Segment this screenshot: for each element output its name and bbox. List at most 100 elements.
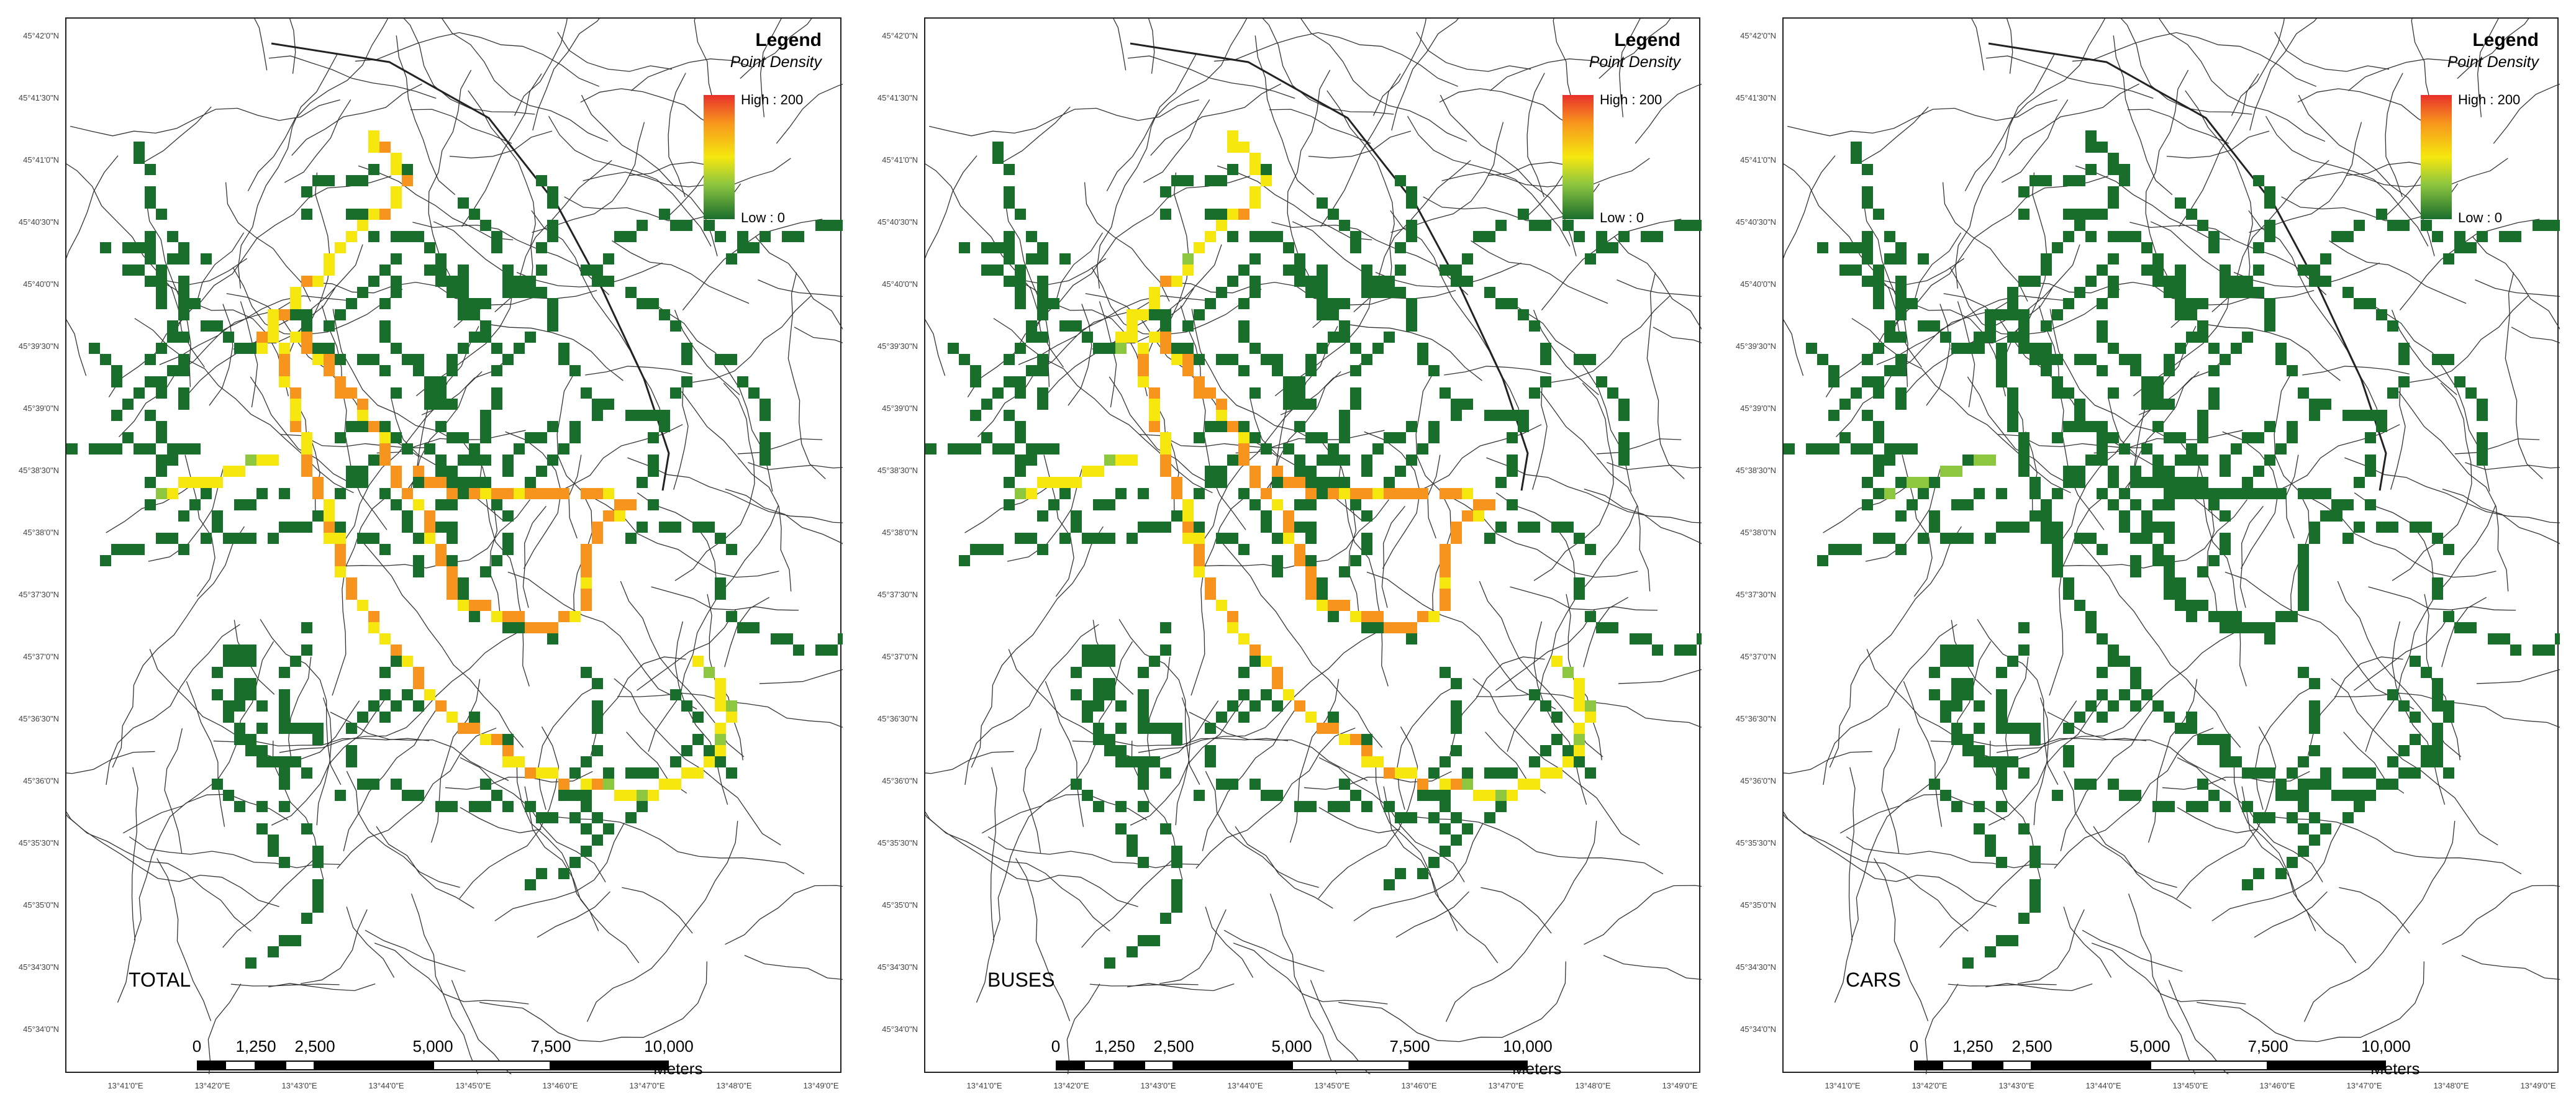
density-cell — [2309, 410, 2320, 421]
density-cell — [1328, 488, 1339, 499]
density-cell — [234, 499, 245, 510]
density-cell — [547, 767, 558, 779]
density-cell — [1462, 823, 1473, 834]
density-cell — [1951, 466, 1962, 477]
density-cell — [502, 533, 514, 544]
density-cell — [1951, 678, 1962, 689]
density-cell — [1862, 443, 1873, 454]
density-cell — [1384, 622, 1395, 633]
density-cell — [435, 253, 447, 265]
density-cell — [1540, 220, 1551, 231]
density-cell — [1261, 231, 1272, 242]
panel-label: TOTAL — [129, 969, 191, 991]
density-cell — [1473, 499, 1484, 510]
density-cell — [458, 298, 469, 309]
density-cell — [1507, 466, 1518, 477]
density-cell — [1428, 857, 1440, 868]
density-cell — [357, 477, 368, 488]
road-line — [233, 172, 330, 350]
density-cell — [1873, 466, 1884, 477]
density-cell — [447, 287, 458, 298]
density-cell — [424, 522, 435, 533]
density-cell — [737, 622, 748, 633]
density-cell — [1350, 555, 1361, 566]
density-cell — [1895, 477, 1907, 488]
density-cells — [1784, 130, 2560, 969]
latitude-label: 45°34'30"N — [877, 962, 918, 972]
density-cell — [1574, 577, 1585, 589]
density-cell — [435, 466, 447, 477]
legend-subtitle: Point Density — [1589, 53, 1680, 71]
density-cell — [514, 488, 525, 499]
road-line — [725, 489, 843, 545]
density-cell — [502, 287, 514, 298]
density-cell — [1440, 801, 1451, 812]
density-cell — [290, 399, 301, 410]
density-cell — [346, 723, 357, 734]
density-cell — [1985, 332, 1996, 343]
density-cell — [1940, 712, 1951, 723]
density-cell — [648, 454, 659, 466]
road-line — [744, 954, 843, 980]
density-cell — [2220, 454, 2231, 466]
road-line — [1874, 857, 1929, 1021]
road-line — [2442, 489, 2560, 545]
density-cell — [1205, 387, 1216, 399]
density-cell — [1294, 477, 1305, 488]
density-cell — [1484, 287, 1495, 298]
density-cell — [2018, 209, 2030, 220]
density-cell — [480, 410, 491, 421]
density-cell — [435, 399, 447, 410]
density-cell — [1384, 287, 1395, 298]
density-cell — [1596, 242, 1607, 253]
density-cell — [715, 533, 726, 544]
density-cell — [1305, 589, 1317, 600]
road-line — [1613, 236, 1702, 330]
density-cell — [771, 633, 782, 644]
density-cell — [245, 454, 256, 466]
density-cell — [1974, 723, 1985, 734]
road-line — [1043, 454, 1074, 597]
density-cell — [581, 544, 592, 555]
density-cell — [2499, 633, 2510, 644]
road-line — [1784, 751, 1872, 774]
road-line — [928, 99, 1199, 137]
density-cell — [480, 432, 491, 443]
density-cell — [1361, 611, 1372, 622]
density-cell — [2398, 354, 2410, 365]
density-cell — [1350, 365, 1361, 376]
density-cell — [435, 700, 447, 712]
legend-high-label: High : 200 — [741, 92, 804, 107]
density-cell — [1417, 779, 1428, 790]
density-cell — [2030, 902, 2041, 913]
density-cell — [1171, 723, 1182, 734]
density-cell — [2287, 857, 2298, 868]
density-cell — [614, 790, 625, 801]
density-cell — [491, 387, 502, 399]
density-cell — [726, 354, 737, 365]
density-cell — [1951, 644, 1962, 656]
density-cell — [2309, 265, 2320, 276]
density-cell — [2275, 868, 2287, 879]
density-cell — [2097, 488, 2108, 499]
density-cell — [111, 443, 122, 454]
scale-tick-label: 7,500 — [1389, 1037, 1430, 1056]
density-cell — [1004, 197, 1015, 209]
latitude-label: 45°40'30"N — [18, 217, 59, 227]
density-cell — [1138, 365, 1149, 376]
density-cell — [1238, 142, 1249, 153]
density-cell — [1873, 454, 1884, 466]
density-cell — [1395, 767, 1406, 779]
density-cell — [2298, 566, 2309, 577]
road-line — [1084, 182, 1170, 302]
density-cell — [2197, 801, 2208, 812]
density-cell — [1907, 499, 1918, 510]
road-line — [2211, 822, 2342, 921]
density-cell — [1929, 689, 1940, 700]
road-line — [787, 272, 826, 479]
latitude-label: 45°34'30"N — [18, 962, 59, 972]
density-cell — [1451, 399, 1462, 410]
density-cell — [2253, 868, 2264, 879]
density-cell — [145, 276, 156, 287]
density-cell — [1350, 399, 1361, 410]
